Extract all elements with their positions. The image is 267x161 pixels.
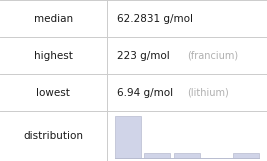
Text: (lithium): (lithium): [187, 88, 229, 98]
Bar: [144, 153, 170, 158]
Text: lowest: lowest: [37, 88, 70, 98]
Text: highest: highest: [34, 51, 73, 61]
Text: distribution: distribution: [23, 131, 83, 141]
Text: 6.94 g/mol: 6.94 g/mol: [117, 88, 174, 98]
Text: (francium): (francium): [187, 51, 238, 61]
Bar: [115, 116, 140, 158]
Text: median: median: [34, 14, 73, 24]
Bar: [174, 153, 200, 158]
Text: 223 g/mol: 223 g/mol: [117, 51, 170, 61]
Bar: [233, 153, 259, 158]
Text: 62.2831 g/mol: 62.2831 g/mol: [117, 14, 194, 24]
